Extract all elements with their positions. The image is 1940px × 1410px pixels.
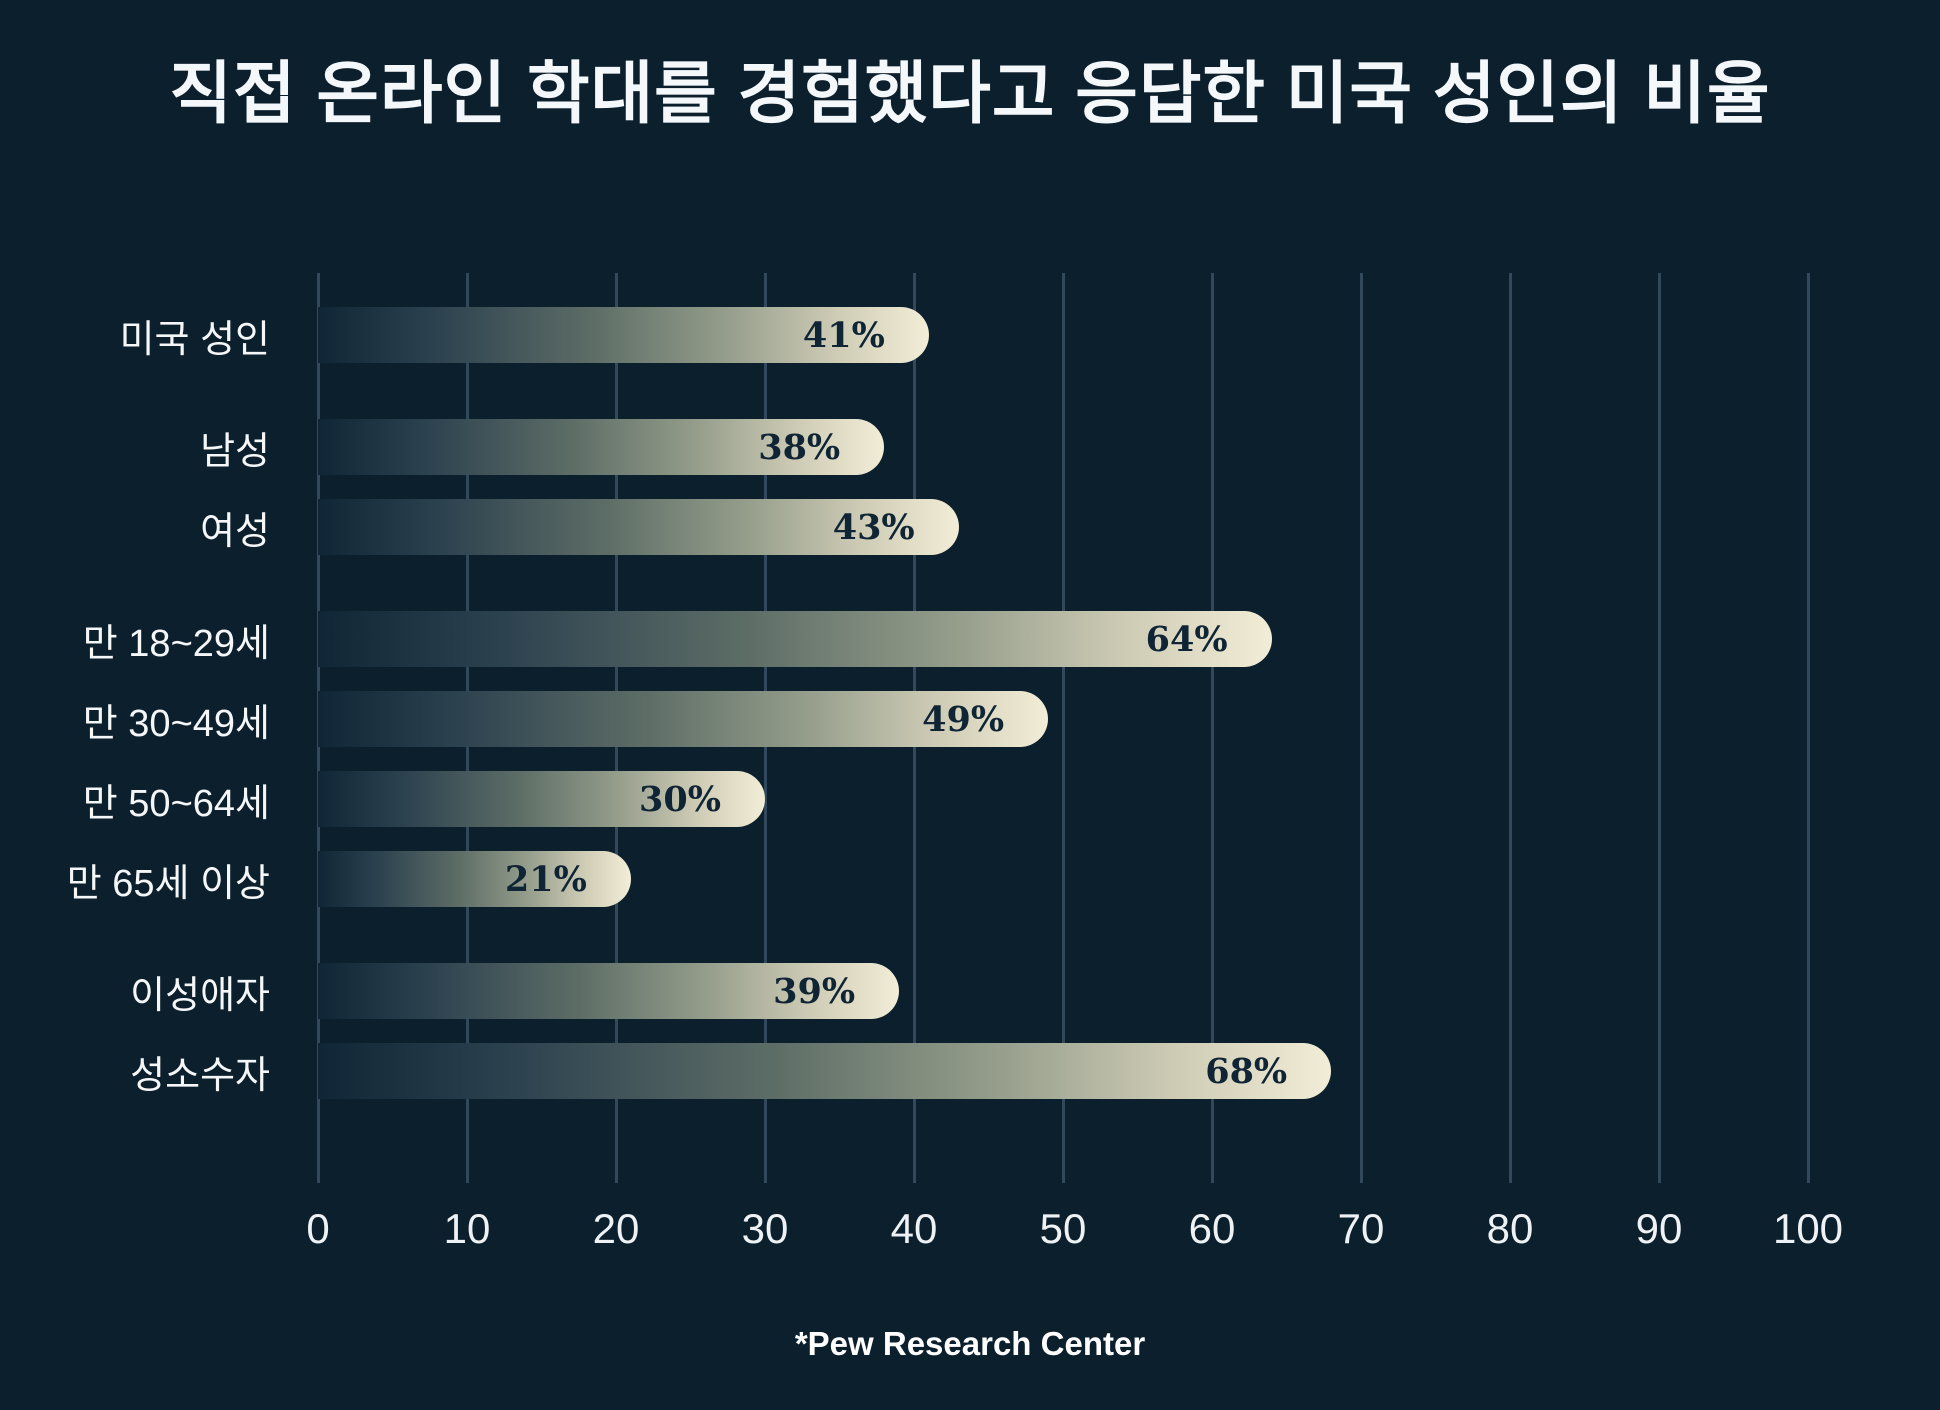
bar-track: 43% <box>318 499 1808 555</box>
category-label: 만 18~29세 <box>82 622 270 665</box>
bar-row: 만 65세 이상 21% <box>0 851 1940 907</box>
bar: 49% <box>318 691 1049 747</box>
bar-row: 미국 성인 41% <box>0 307 1940 363</box>
gridline <box>1062 273 1065 1183</box>
x-axis-tick-label: 30 <box>741 1205 789 1252</box>
bar: 64% <box>318 611 1272 667</box>
bar: 21% <box>318 851 631 907</box>
bar-row: 성소수자 68% <box>0 1043 1940 1099</box>
bar-track: 41% <box>318 307 1808 363</box>
x-axis-tick-label: 10 <box>443 1205 491 1252</box>
x-axis-tick-label: 80 <box>1486 1205 1534 1252</box>
bar-row: 이성애자 39% <box>0 963 1940 1019</box>
bar: 39% <box>318 963 900 1019</box>
gridline <box>1807 273 1810 1183</box>
bar: 30% <box>318 771 765 827</box>
value-label: 43% <box>832 506 915 548</box>
value-label: 64% <box>1145 618 1228 660</box>
gridline <box>1509 273 1512 1183</box>
bar-rows: 미국 성인 41% 남성 38% 여성 43% 만 18~29세 64% <box>0 307 1940 1123</box>
x-axis-tick-label: 90 <box>1635 1205 1683 1252</box>
category-label: 남성 <box>200 430 270 473</box>
x-axis-tick-label: 20 <box>592 1205 640 1252</box>
x-axis-tick-label: 60 <box>1188 1205 1236 1252</box>
bar-track: 21% <box>318 851 1808 907</box>
bar-row: 만 50~64세 30% <box>0 771 1940 827</box>
x-axis-tick-label: 40 <box>890 1205 938 1252</box>
category-label: 미국 성인 <box>119 318 270 361</box>
bar-row: 여성 43% <box>0 499 1940 555</box>
bar-row: 남성 38% <box>0 419 1940 475</box>
bar-chart: 미국 성인 41% 남성 38% 여성 43% 만 18~29세 64% <box>0 273 1940 1183</box>
category-label: 만 65세 이상 <box>66 862 270 905</box>
bar-row: 만 18~29세 64% <box>0 611 1940 667</box>
value-label: 41% <box>802 314 885 356</box>
gridline <box>1360 273 1363 1183</box>
value-label: 39% <box>773 970 856 1012</box>
bar-track: 68% <box>318 1043 1808 1099</box>
bar: 38% <box>318 419 885 475</box>
bar-track: 30% <box>318 771 1808 827</box>
x-axis: 0 10 20 30 40 50 60 70 80 90 100 <box>306 1205 1843 1265</box>
bar-track: 39% <box>318 963 1808 1019</box>
value-label: 38% <box>758 426 841 468</box>
value-label: 49% <box>922 698 1005 740</box>
value-label: 68% <box>1205 1050 1288 1092</box>
gridline <box>1211 273 1214 1183</box>
gridline <box>1658 273 1661 1183</box>
bar-track: 38% <box>318 419 1808 475</box>
bar: 41% <box>318 307 929 363</box>
bar-row: 만 30~49세 49% <box>0 691 1940 747</box>
source-caption: *Pew Research Center <box>794 1325 1146 1362</box>
x-axis-tick-label: 70 <box>1337 1205 1385 1252</box>
bar-track: 49% <box>318 691 1808 747</box>
bar-track: 64% <box>318 611 1808 667</box>
x-axis-tick-label: 50 <box>1039 1205 1087 1252</box>
chart-title: 직접 온라인 학대를 경험했다고 응답한 미국 성인의 비율 <box>169 56 1771 132</box>
category-label: 이성애자 <box>130 974 270 1017</box>
category-label: 여성 <box>200 510 270 553</box>
category-label: 만 50~64세 <box>82 782 270 825</box>
value-label: 30% <box>639 778 721 820</box>
bar: 68% <box>318 1043 1332 1099</box>
value-label: 21% <box>504 858 587 900</box>
x-axis-tick-label: 0 <box>306 1205 330 1252</box>
x-axis-tick-label: 100 <box>1772 1205 1844 1252</box>
category-label: 만 30~49세 <box>82 702 270 745</box>
bar: 43% <box>318 499 959 555</box>
category-label: 성소수자 <box>130 1054 270 1097</box>
